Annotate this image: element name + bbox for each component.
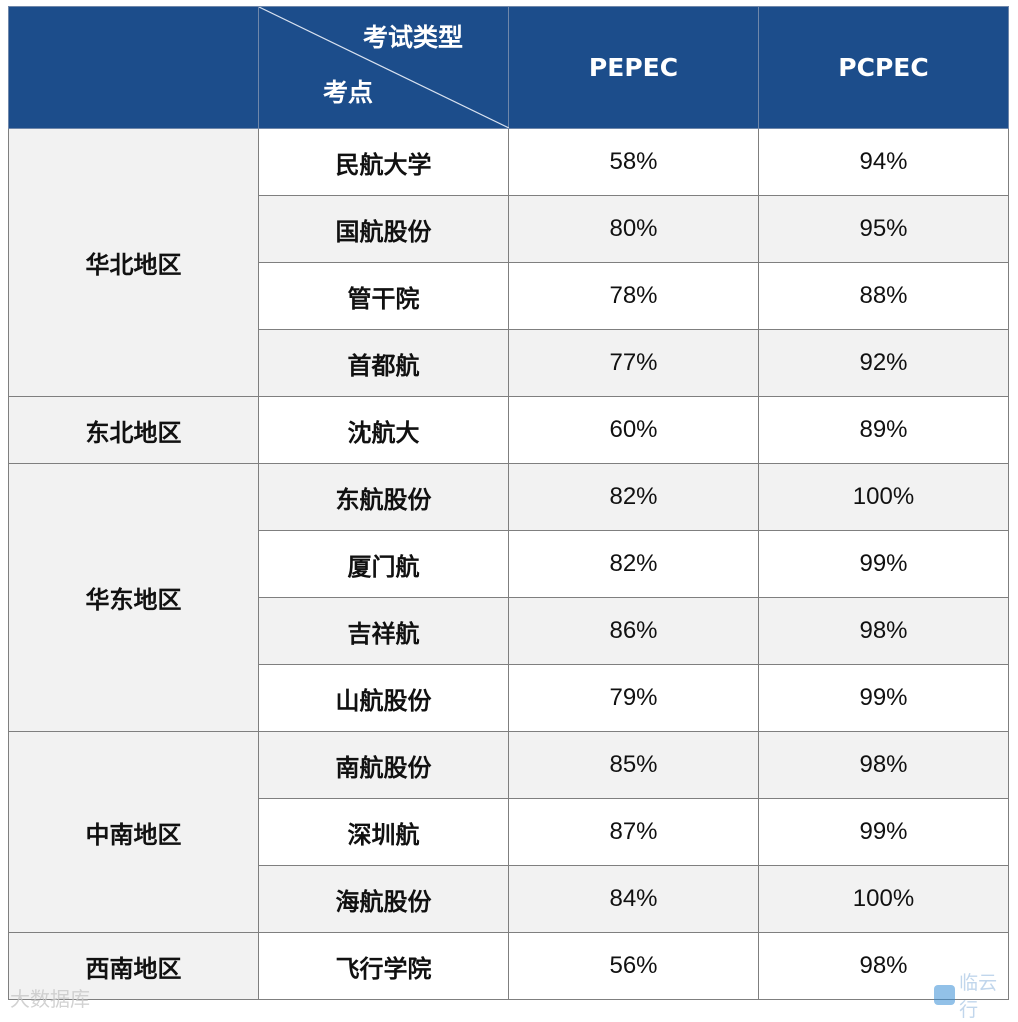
pepec-cell: 85% <box>508 731 759 799</box>
pcpec-cell: 89% <box>758 396 1009 464</box>
site-cell: 管干院 <box>258 262 509 330</box>
table-header-row: 考试类型 考点 PEPEC PCPEC <box>8 6 1009 129</box>
diagonal-line <box>259 7 509 128</box>
table-row: 管干院 78% 88% <box>9 262 1009 330</box>
header-exam-type-label: 考试类型 <box>363 23 464 52</box>
pcpec-cell: 99% <box>758 664 1009 732</box>
watermark-right: 临云行 <box>934 972 1014 1021</box>
pepec-cell: 86% <box>508 597 759 665</box>
table-row: 华东地区 东航股份 82% 100% <box>8 463 1009 732</box>
table-row: 深圳航 87% 99% <box>9 798 1009 866</box>
pcpec-cell: 92% <box>758 329 1009 397</box>
site-cell: 国航股份 <box>258 195 509 263</box>
pcpec-cell: 100% <box>758 865 1009 933</box>
pcpec-cell: 95% <box>758 195 1009 263</box>
header-empty-cell <box>8 6 259 129</box>
table-row: 山航股份 79% 99% <box>9 664 1009 732</box>
site-cell: 首都航 <box>258 329 509 397</box>
watermark-right-text: 临云行 <box>959 972 998 1021</box>
table-row: 国航股份 80% 95% <box>9 195 1009 263</box>
pcpec-cell: 99% <box>758 798 1009 866</box>
site-cell: 沈航大 <box>258 396 509 464</box>
pepec-cell: 82% <box>508 463 759 531</box>
header-pcpec: PCPEC <box>758 6 1009 129</box>
pass-rate-table: 考试类型 考点 PEPEC PCPEC 华北地区 民航大学 58% 94% 国航股份 80… <box>8 6 1009 1000</box>
site-cell: 吉祥航 <box>258 597 509 665</box>
pcpec-cell: 94% <box>758 128 1009 196</box>
table-row: 东北地区 沈航大 60% 89% <box>8 396 1009 464</box>
pcpec-cell: 99% <box>758 530 1009 598</box>
site-cell: 海航股份 <box>258 865 509 933</box>
header-diagonal-cell: 考试类型 考点 <box>258 6 509 129</box>
region-cell: 西南地区 <box>8 932 259 1000</box>
table-row: 首都航 77% 92% <box>9 329 1009 397</box>
table-row: 吉祥航 86% 98% <box>9 597 1009 665</box>
pepec-cell: 77% <box>508 329 759 397</box>
watermark-left: 大数据库 <box>10 987 90 1011</box>
site-cell: 东航股份 <box>258 463 509 531</box>
pepec-cell: 58% <box>508 128 759 196</box>
table-row: 厦门航 82% 99% <box>9 530 1009 598</box>
pepec-cell: 78% <box>508 262 759 330</box>
table-row: 中南地区 南航股份 85% 98% <box>8 731 1009 933</box>
table-row: 海航股份 84% 100% <box>9 865 1009 933</box>
region-cell: 中南地区 <box>8 731 259 933</box>
site-cell: 民航大学 <box>258 128 509 196</box>
pcpec-cell: 88% <box>758 262 1009 330</box>
pepec-cell: 87% <box>508 798 759 866</box>
site-cell: 深圳航 <box>258 798 509 866</box>
site-cell: 山航股份 <box>258 664 509 732</box>
table-row: 华北地区 民航大学 58% 94% <box>8 128 1009 397</box>
pepec-cell: 82% <box>508 530 759 598</box>
region-cell: 华东地区 <box>8 463 259 732</box>
site-cell: 厦门航 <box>258 530 509 598</box>
site-cell: 飞行学院 <box>258 932 509 1000</box>
region-cell: 东北地区 <box>8 396 259 464</box>
pepec-cell: 60% <box>508 396 759 464</box>
pepec-cell: 80% <box>508 195 759 263</box>
watermark-logo-icon <box>934 985 956 1005</box>
table-row: 西南地区 飞行学院 56% 98% <box>8 932 1009 1000</box>
pcpec-cell: 100% <box>758 463 1009 531</box>
pepec-cell: 79% <box>508 664 759 732</box>
pepec-cell: 84% <box>508 865 759 933</box>
pcpec-cell: 98% <box>758 731 1009 799</box>
pcpec-cell: 98% <box>758 932 1009 1000</box>
header-pepec: PEPEC <box>508 6 759 129</box>
pepec-cell: 56% <box>508 932 759 1000</box>
site-cell: 南航股份 <box>258 731 509 799</box>
region-cell: 华北地区 <box>8 128 259 397</box>
pcpec-cell: 98% <box>758 597 1009 665</box>
header-site-label: 考点 <box>323 78 374 107</box>
